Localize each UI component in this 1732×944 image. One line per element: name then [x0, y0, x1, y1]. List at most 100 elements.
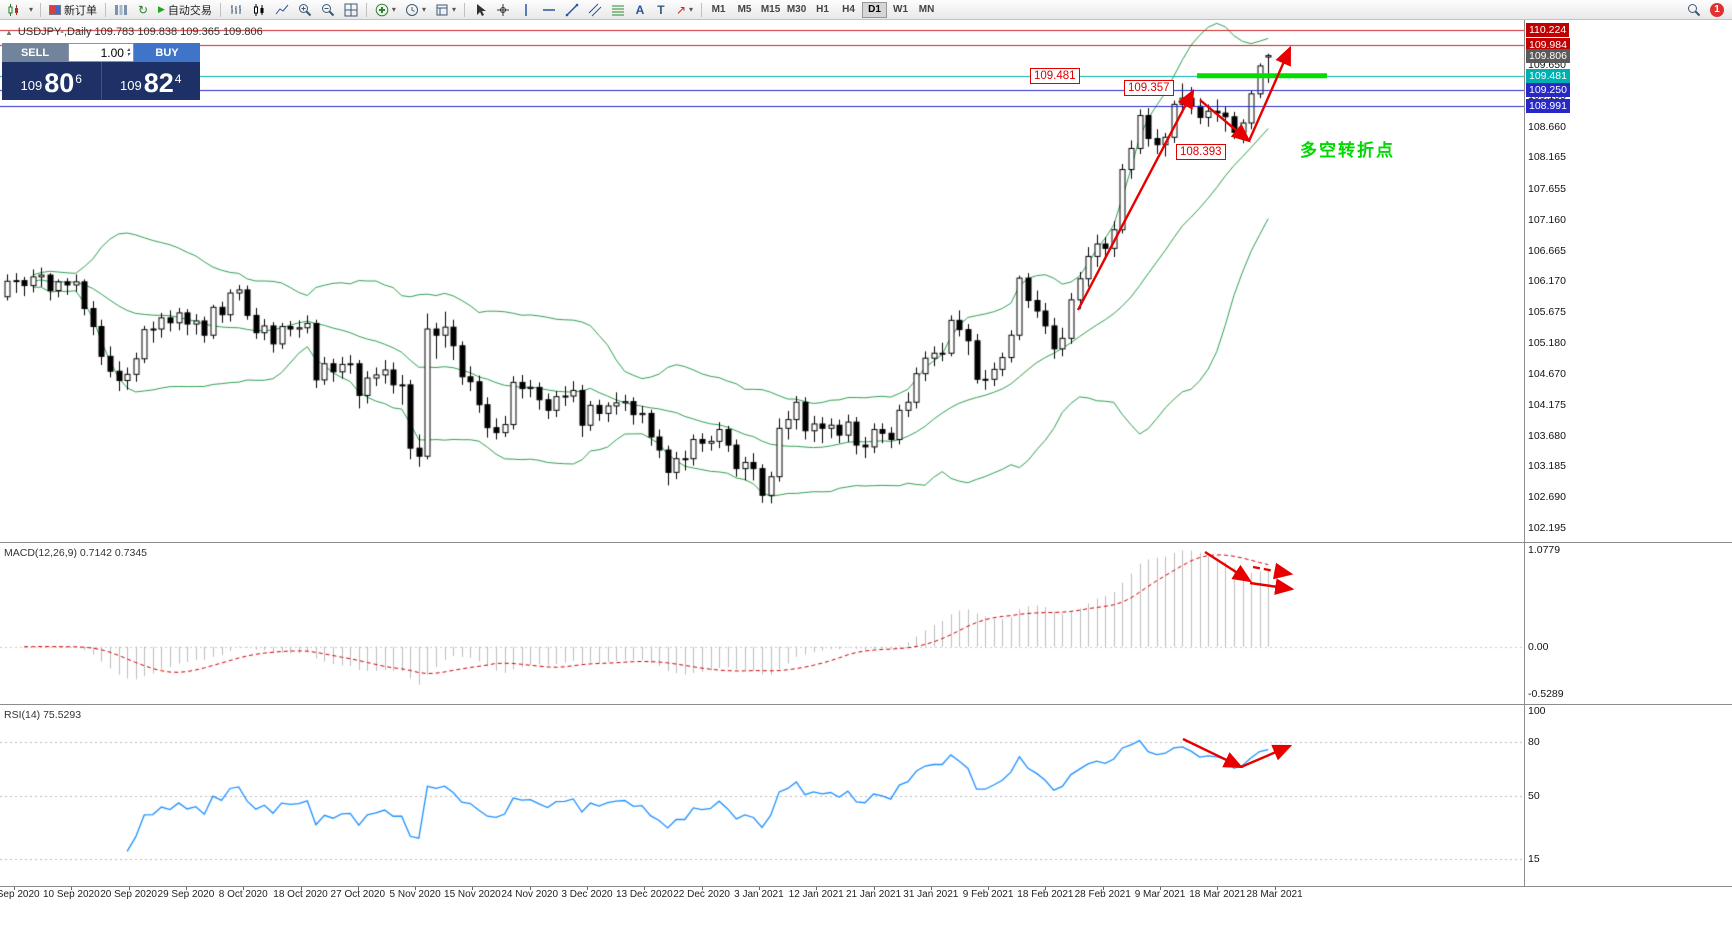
trendline-button[interactable]	[561, 1, 583, 19]
price-axis-box: 109.984	[1526, 37, 1570, 52]
buy-price[interactable]: 109 82 4	[100, 62, 201, 100]
time-axis-tick	[529, 887, 531, 890]
price-tag[interactable]: 109.481	[1030, 68, 1080, 84]
zoom-in-icon	[298, 3, 312, 16]
timeframe-toolbar: M1 M5 M15 M30 H1 H4 D1 W1 MN	[706, 1, 939, 18]
fibonacci-button[interactable]	[607, 1, 629, 19]
one-click-collapse-icon[interactable]: ▲	[5, 27, 13, 37]
channel-button[interactable]	[584, 1, 606, 19]
timeframe-button-MN[interactable]: MN	[914, 2, 939, 18]
trendline-icon	[565, 3, 579, 16]
price-tag[interactable]: 109.357	[1124, 80, 1174, 96]
timeframe-button-H4[interactable]: H4	[836, 2, 861, 18]
zoom-out-button[interactable]	[317, 1, 339, 19]
time-axis-label: 22 Dec 2020	[673, 889, 730, 900]
indicators-button[interactable]: ▾	[371, 1, 400, 19]
zoom-out-icon	[321, 3, 335, 16]
price-tag[interactable]: 108.393	[1176, 144, 1226, 160]
price-axis[interactable]: 109.650109.155108.660108.165107.655107.1…	[1524, 20, 1732, 886]
periods-button[interactable]: ▾	[401, 1, 430, 19]
search-button[interactable]	[1683, 1, 1705, 19]
timeframe-button-M30[interactable]: M30	[784, 2, 809, 18]
time-axis-tick	[1217, 887, 1219, 890]
timeframe-button-M5[interactable]: M5	[732, 2, 757, 18]
time-axis-label: 8 Oct 2020	[218, 889, 268, 900]
time-axis-label: 28 Mar 2021	[1246, 889, 1303, 900]
macd-indicator-label: MACD(12,26,9) 0.7142 0.7345	[4, 547, 148, 559]
panel-separator[interactable]	[0, 542, 1732, 543]
time-axis-tick	[71, 887, 73, 890]
toolbar-separator	[463, 2, 465, 17]
spinner-up-icon[interactable]: ▴	[126, 46, 130, 53]
macd-panel-canvas[interactable]	[0, 544, 1524, 702]
vertical-line-button[interactable]	[515, 1, 537, 19]
sell-price[interactable]: 109 80 6	[2, 62, 101, 100]
time-axis-tick	[873, 887, 875, 890]
crosshair-icon	[496, 3, 509, 16]
time-axis-tick	[1045, 887, 1047, 890]
timeframe-button-W1[interactable]: W1	[888, 2, 913, 18]
time-axis-label: 27 Oct 2020	[330, 889, 386, 900]
cursor-button[interactable]	[469, 1, 491, 19]
horizontal-line-icon	[542, 8, 555, 11]
macd-axis-label: 0.00	[1528, 640, 1549, 653]
new-order-icon	[49, 4, 61, 15]
toolbar-separator	[219, 2, 221, 17]
sell-button[interactable]: SELL	[2, 43, 68, 62]
bar-chart-button[interactable]	[225, 1, 247, 19]
sell-price-point: 6	[75, 72, 82, 86]
time-axis-label: 12 Jan 2021	[788, 889, 844, 900]
line-chart-button[interactable]	[271, 1, 293, 19]
buy-price-figure: 109	[120, 78, 142, 93]
zoom-in-button[interactable]	[294, 1, 316, 19]
indicator-add-icon	[375, 3, 389, 16]
panel-separator[interactable]	[0, 704, 1732, 705]
timeframe-button-M15[interactable]: M15	[758, 2, 783, 18]
time-axis-label: 29 Sep 2020	[157, 889, 215, 900]
volume-field[interactable]: 1.00 ▴ ▾	[68, 43, 134, 62]
timeframe-button-D1[interactable]: D1	[862, 1, 888, 18]
time-axis-tick	[1102, 887, 1104, 890]
crosshair-button[interactable]	[492, 1, 514, 19]
macd-axis-label: 1.0779	[1528, 544, 1561, 557]
price-axis-label: 107.655	[1528, 183, 1566, 196]
profiles-icon	[115, 4, 127, 15]
candlesticks-icon	[253, 3, 264, 16]
new-order-button[interactable]: 新订单	[45, 1, 101, 19]
volume-value: 1.00	[100, 45, 124, 60]
spinner-down-icon[interactable]: ▾	[126, 51, 130, 58]
volume-spinner[interactable]: ▴ ▾	[126, 46, 130, 58]
candlesticks-button[interactable]	[248, 1, 270, 19]
time-axis-label: 18 Oct 2020	[273, 889, 328, 900]
text-tool-button[interactable]: A	[630, 1, 650, 19]
refresh-button[interactable]: ↻	[133, 1, 153, 19]
chevron-down-icon: ▾	[689, 5, 694, 14]
profiles-button[interactable]	[110, 1, 132, 19]
buy-button[interactable]: BUY	[134, 43, 200, 62]
annotation-text[interactable]: 多空转折点	[1300, 141, 1395, 160]
new-chart-dropdown[interactable]: ▾	[26, 1, 36, 19]
label-tool-button[interactable]: T	[651, 1, 671, 19]
text-icon: A	[635, 2, 645, 17]
price-axis-label: 107.160	[1528, 213, 1566, 226]
vertical-line-icon	[525, 3, 527, 16]
horizontal-line-button[interactable]	[538, 1, 560, 19]
main-chart-canvas[interactable]	[0, 20, 1524, 540]
label-icon: T	[657, 2, 665, 17]
timeframe-button-H1[interactable]: H1	[810, 2, 835, 18]
arrows-tool-button[interactable]: ↗ ▾	[672, 1, 697, 19]
time-axis-label: 18 Mar 2021	[1189, 889, 1246, 900]
new-chart-button[interactable]	[3, 1, 25, 19]
rsi-indicator-label: RSI(14) 75.5293	[4, 709, 82, 721]
clock-icon	[405, 3, 418, 16]
tile-windows-button[interactable]	[340, 1, 362, 19]
toolbar-separator	[701, 2, 703, 17]
time-axis-label: 3 Dec 2020	[561, 889, 613, 900]
one-click-trading-panel: SELL 1.00 ▴ ▾ BUY 109 80 6 109 82 4	[2, 43, 200, 100]
templates-button[interactable]: ▾	[431, 1, 460, 19]
timeframe-button-M1[interactable]: M1	[706, 2, 731, 18]
rsi-panel-canvas[interactable]	[0, 706, 1524, 886]
price-axis-label: 102.690	[1528, 491, 1566, 504]
notification-badge[interactable]: 1	[1710, 2, 1724, 17]
autotrade-button[interactable]: ▶ 自动交易	[154, 1, 216, 19]
